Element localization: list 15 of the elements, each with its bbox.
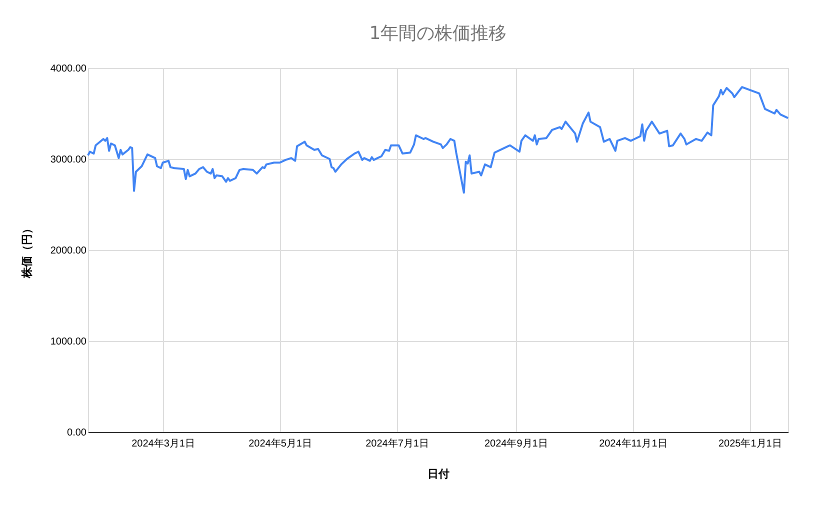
x-tick-label: 2025年1月1日: [718, 438, 782, 450]
x-tick-label: 2024年11月1日: [599, 438, 668, 450]
y-axis-title: 株価（円）: [20, 223, 34, 279]
x-tick-label: 2024年3月1日: [132, 438, 195, 450]
x-tick-label: 2024年7月1日: [366, 438, 429, 450]
chart-title: 1年間の株価推移: [369, 23, 507, 44]
y-tick-label: 2000.00: [50, 246, 87, 256]
y-tick-label: 1000.00: [50, 336, 87, 348]
y-tick-label: 4000.00: [50, 64, 87, 74]
line-series: [87, 86, 789, 194]
x-tick-label: 2024年9月1日: [484, 438, 548, 450]
y-tick-label: 3000.00: [50, 154, 87, 166]
x-axis-title: 日付: [428, 468, 450, 480]
y-tick-label: 0.00: [67, 428, 87, 438]
x-tick-label: 2024年5月1日: [248, 438, 312, 450]
